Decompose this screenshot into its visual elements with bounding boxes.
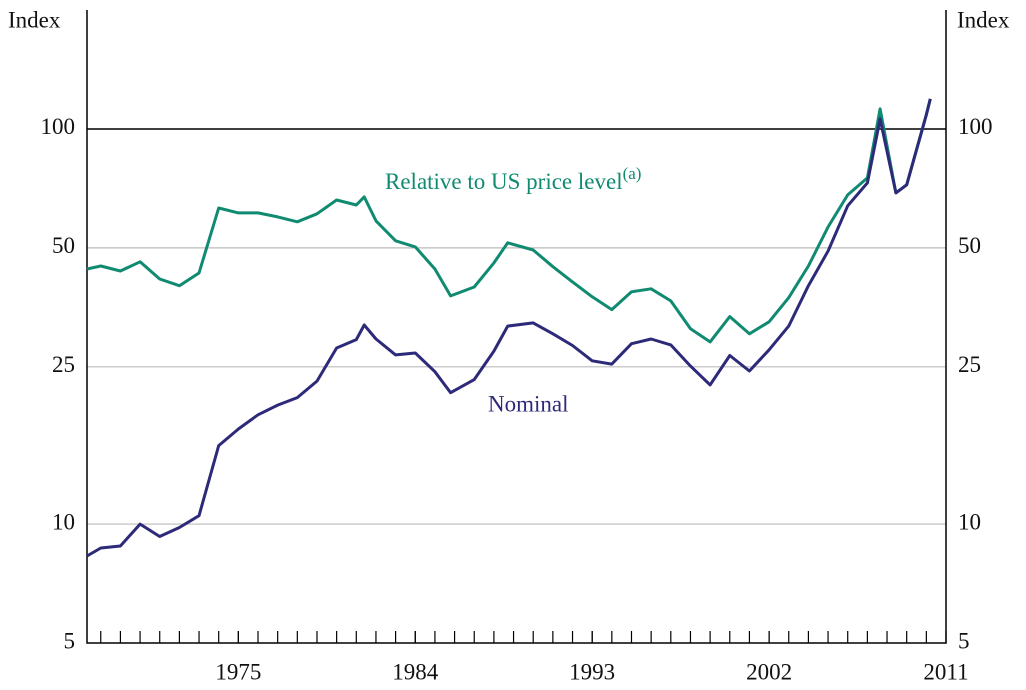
annotation: Relative to US price level(a): [385, 164, 641, 194]
y-tick-label: 25: [52, 352, 75, 377]
y2-tick-label: 25: [958, 352, 981, 377]
y-tick-label: 100: [41, 114, 76, 139]
x-tick-label: 1975: [215, 659, 261, 684]
y-tick-label: 50: [52, 233, 75, 258]
annotation-superscript: (a): [623, 164, 642, 183]
x-tick-label: 2002: [746, 659, 792, 684]
y-tick-label: 5: [64, 628, 76, 653]
y2-tick-label: 10: [958, 509, 981, 534]
x-tick-label: 1984: [392, 659, 439, 684]
x-tick-label: 2011: [923, 659, 968, 684]
series-line: [86, 98, 932, 558]
y2-axis-label: Index: [957, 7, 1010, 32]
y2-tick-label: 50: [958, 233, 981, 258]
y-tick-label: 10: [52, 509, 75, 534]
annotation-text: Relative to US price level: [385, 169, 623, 194]
x-tick-label: 1993: [569, 659, 615, 684]
y-axis-label: Index: [8, 7, 61, 32]
y2-tick-label: 100: [958, 114, 993, 139]
series-line: [86, 98, 932, 344]
y2-tick-label: 5: [958, 628, 970, 653]
axis-frame: [86, 10, 947, 644]
annotation: Nominal: [488, 391, 569, 416]
